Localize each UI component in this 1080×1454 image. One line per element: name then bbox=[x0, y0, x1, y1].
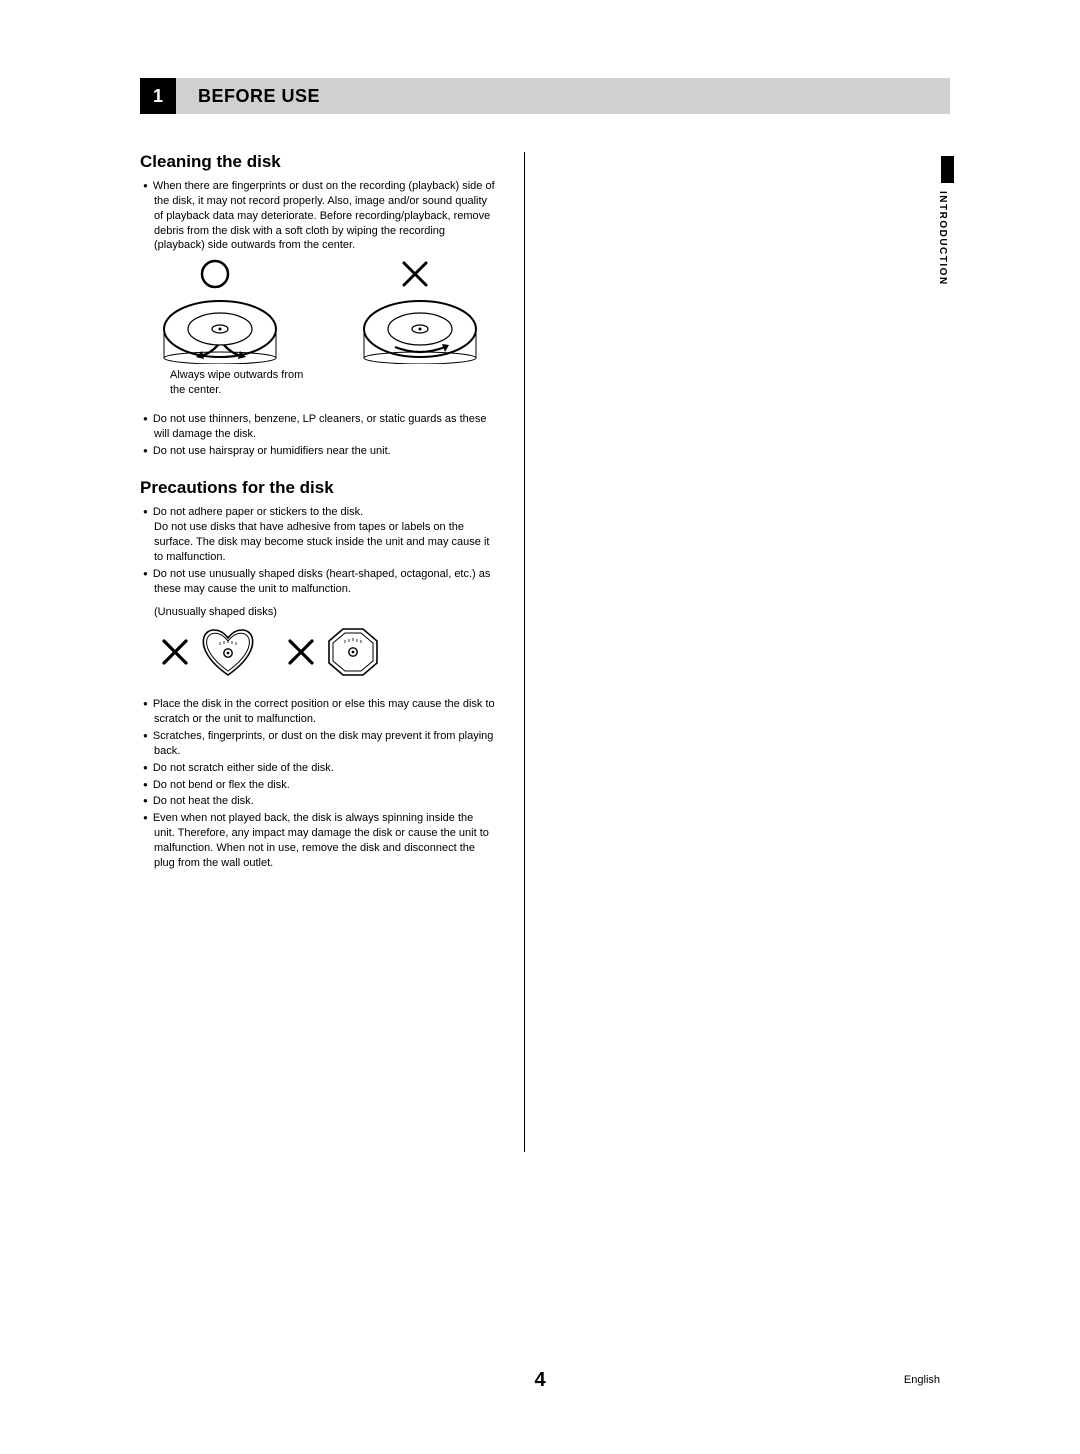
precautions-figure bbox=[158, 625, 496, 679]
list-item: Place the disk in the correct position o… bbox=[154, 697, 496, 727]
list-item: Do not use unusually shaped disks (heart… bbox=[154, 567, 496, 597]
precautions-list-1: Do not adhere paper or stickers to the d… bbox=[140, 505, 496, 596]
cleaning-figure: Always wipe outwards from the center. bbox=[160, 259, 496, 398]
section-header-bar: 1 BEFORE USE bbox=[140, 78, 950, 114]
x-mark-icon bbox=[158, 635, 192, 669]
figure-caption: Always wipe outwards from the center. bbox=[170, 368, 320, 398]
section-number-box: 1 bbox=[140, 78, 176, 114]
heart-disk-icon bbox=[198, 625, 258, 679]
cleaning-list-2: Do not use thinners, benzene, LP cleaner… bbox=[140, 412, 496, 459]
precautions-title: Precautions for the disk bbox=[140, 478, 496, 498]
two-column-content: Cleaning the disk When there are fingerp… bbox=[140, 152, 950, 1152]
section-header-title: BEFORE USE bbox=[198, 86, 320, 107]
side-tab-marker bbox=[941, 156, 954, 183]
list-item: Do not use thinners, benzene, LP cleaner… bbox=[154, 412, 496, 442]
precautions-list-2: Place the disk in the correct position o… bbox=[140, 697, 496, 870]
language-label: English bbox=[904, 1374, 940, 1386]
list-item: Do not heat the disk. bbox=[154, 794, 496, 809]
side-tab-label: INTRODUCTION bbox=[937, 191, 948, 286]
side-tab: INTRODUCTION bbox=[934, 156, 954, 294]
list-item: Do not adhere paper or stickers to the d… bbox=[154, 505, 496, 564]
x-mark-icon bbox=[284, 635, 318, 669]
disk-wipe-wrong-icon bbox=[360, 259, 480, 364]
page-number: 4 bbox=[534, 1369, 545, 1392]
page-content: 1 BEFORE USE Cleaning the disk When ther… bbox=[140, 78, 950, 1152]
list-item: Do not scratch either side of the disk. bbox=[154, 761, 496, 776]
cleaning-title: Cleaning the disk bbox=[140, 152, 496, 172]
disk-wipe-correct-icon bbox=[160, 259, 280, 364]
list-item: Even when not played back, the disk is a… bbox=[154, 811, 496, 870]
list-item: When there are fingerprints or dust on t… bbox=[154, 179, 496, 253]
octagon-disk-icon bbox=[324, 625, 382, 679]
list-item: Scratches, fingerprints, or dust on the … bbox=[154, 729, 496, 759]
precautions-figure-row bbox=[158, 625, 496, 679]
column-divider bbox=[524, 152, 525, 1152]
unusual-disks-note: (Unusually shaped disks) bbox=[154, 605, 496, 620]
list-item: Do not bend or flex the disk. bbox=[154, 778, 496, 793]
cleaning-list-1: When there are fingerprints or dust on t… bbox=[140, 179, 496, 253]
left-column: Cleaning the disk When there are fingerp… bbox=[140, 152, 496, 1152]
cleaning-figure-row bbox=[160, 259, 496, 364]
list-item: Do not use hairspray or humidifiers near… bbox=[154, 444, 496, 459]
